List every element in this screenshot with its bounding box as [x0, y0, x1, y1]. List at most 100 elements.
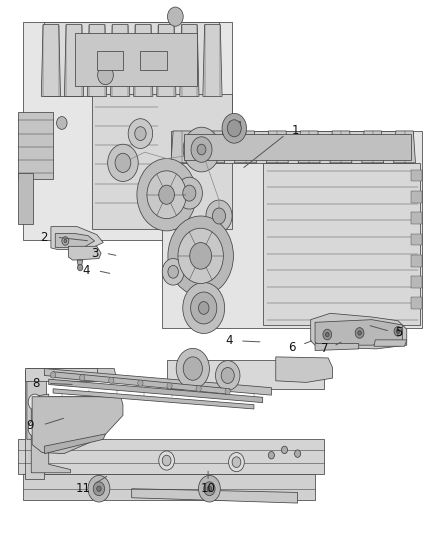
- Polygon shape: [31, 394, 71, 473]
- Text: 6: 6: [289, 341, 296, 354]
- Text: 8: 8: [32, 377, 39, 390]
- Text: 5: 5: [395, 326, 403, 340]
- Polygon shape: [374, 340, 407, 346]
- Circle shape: [176, 177, 202, 209]
- Text: 2: 2: [41, 231, 48, 244]
- Circle shape: [93, 482, 105, 496]
- Bar: [411, 191, 422, 203]
- Circle shape: [176, 349, 209, 389]
- Polygon shape: [75, 33, 197, 86]
- Circle shape: [227, 120, 241, 137]
- Polygon shape: [311, 313, 407, 349]
- Circle shape: [115, 154, 131, 172]
- Bar: [411, 276, 422, 288]
- Circle shape: [168, 216, 233, 296]
- Text: 7: 7: [321, 342, 328, 355]
- Polygon shape: [88, 25, 107, 96]
- Circle shape: [191, 137, 212, 163]
- Polygon shape: [77, 260, 83, 266]
- Bar: [411, 255, 422, 266]
- Polygon shape: [22, 474, 315, 500]
- Polygon shape: [64, 25, 84, 96]
- Circle shape: [88, 475, 110, 502]
- Circle shape: [282, 446, 288, 454]
- Polygon shape: [22, 22, 232, 240]
- Polygon shape: [203, 131, 225, 163]
- Circle shape: [212, 208, 226, 224]
- Circle shape: [232, 457, 241, 467]
- Polygon shape: [263, 163, 420, 325]
- Polygon shape: [180, 25, 199, 96]
- Bar: [411, 297, 422, 309]
- Circle shape: [159, 451, 174, 470]
- Circle shape: [323, 329, 332, 340]
- Text: 1: 1: [292, 124, 299, 138]
- Bar: [411, 169, 422, 181]
- Circle shape: [268, 451, 275, 459]
- Circle shape: [198, 475, 220, 502]
- Polygon shape: [315, 320, 403, 345]
- Circle shape: [109, 377, 114, 384]
- Circle shape: [225, 388, 230, 394]
- Circle shape: [162, 455, 171, 466]
- Polygon shape: [171, 131, 413, 163]
- Circle shape: [80, 375, 85, 381]
- Circle shape: [183, 282, 225, 334]
- Circle shape: [229, 453, 244, 472]
- Text: 9: 9: [27, 419, 34, 432]
- Text: 4: 4: [82, 264, 90, 277]
- Polygon shape: [18, 112, 53, 179]
- Circle shape: [197, 144, 206, 155]
- Polygon shape: [68, 246, 101, 260]
- Polygon shape: [51, 372, 230, 394]
- Circle shape: [191, 292, 217, 324]
- Polygon shape: [27, 368, 118, 439]
- Polygon shape: [18, 173, 33, 224]
- Polygon shape: [49, 379, 263, 402]
- Circle shape: [358, 331, 361, 335]
- Circle shape: [159, 185, 174, 204]
- Circle shape: [198, 302, 209, 314]
- Polygon shape: [55, 233, 95, 247]
- Bar: [141, 51, 166, 70]
- Circle shape: [294, 450, 300, 457]
- Circle shape: [108, 144, 138, 181]
- Polygon shape: [132, 489, 297, 503]
- Circle shape: [162, 259, 184, 285]
- Polygon shape: [157, 25, 176, 96]
- Polygon shape: [134, 25, 153, 96]
- Circle shape: [204, 482, 215, 496]
- Circle shape: [97, 486, 101, 491]
- Circle shape: [394, 327, 402, 336]
- Polygon shape: [315, 344, 359, 351]
- Circle shape: [207, 486, 212, 491]
- Bar: [97, 51, 123, 70]
- Polygon shape: [32, 397, 123, 454]
- Circle shape: [396, 329, 400, 334]
- Polygon shape: [25, 370, 44, 479]
- Circle shape: [50, 372, 56, 378]
- Circle shape: [135, 127, 146, 141]
- Polygon shape: [171, 131, 193, 163]
- Circle shape: [64, 239, 67, 243]
- Polygon shape: [110, 25, 130, 96]
- Circle shape: [128, 119, 152, 149]
- Polygon shape: [235, 131, 256, 163]
- Polygon shape: [298, 131, 320, 163]
- Polygon shape: [330, 131, 352, 163]
- Polygon shape: [166, 360, 324, 389]
- Circle shape: [206, 200, 232, 232]
- Bar: [411, 212, 422, 224]
- Polygon shape: [44, 368, 272, 395]
- Polygon shape: [41, 25, 60, 96]
- Polygon shape: [184, 134, 411, 160]
- Polygon shape: [266, 131, 288, 163]
- Circle shape: [57, 117, 67, 130]
- Circle shape: [215, 361, 240, 390]
- Text: 4: 4: [225, 334, 233, 348]
- Circle shape: [222, 114, 247, 143]
- Text: 3: 3: [91, 247, 98, 260]
- Circle shape: [221, 368, 234, 383]
- Circle shape: [98, 66, 113, 85]
- Polygon shape: [394, 131, 416, 163]
